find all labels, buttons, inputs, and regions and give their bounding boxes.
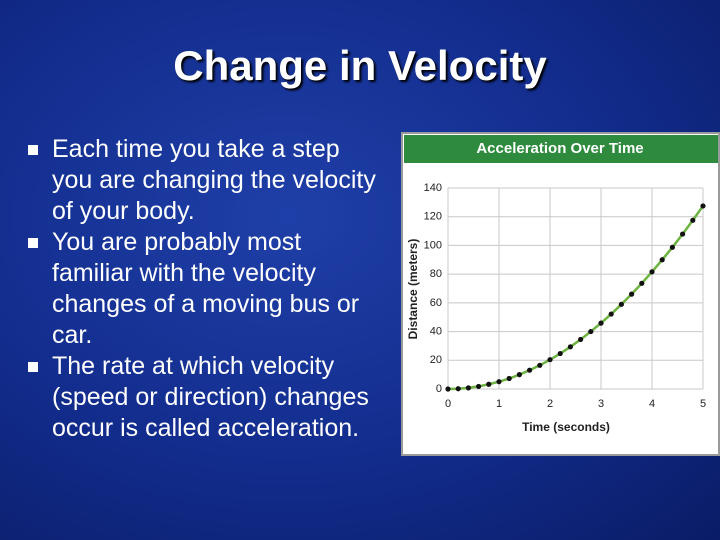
- chart-frame: [401, 132, 720, 456]
- bullet-marker: [28, 238, 38, 248]
- data-point: [516, 372, 523, 378]
- bullet-list: Each time you take a step you are changi…: [26, 134, 386, 444]
- x-tick-label: 0: [445, 398, 451, 410]
- y-tick-label: 0: [436, 383, 442, 395]
- bullet: You are probably most familiar with the …: [26, 227, 386, 351]
- data-point: [455, 386, 461, 392]
- x-tick-label: 4: [649, 398, 655, 410]
- x-tick-label: 3: [598, 398, 604, 410]
- data-point: [659, 257, 665, 263]
- data-point: [557, 350, 563, 357]
- y-tick-label: 120: [424, 211, 442, 223]
- chart-title: Acceleration Over Time: [476, 140, 643, 157]
- y-tick-label: 20: [430, 354, 442, 366]
- data-point: [690, 217, 696, 223]
- y-axis-label: Distance (meters): [406, 239, 420, 340]
- data-point: [496, 379, 502, 385]
- data-point: [598, 320, 604, 326]
- chart-header: [404, 135, 718, 163]
- bullet-text: The rate at which velocity (speed or dir…: [52, 352, 369, 442]
- data-point: [578, 336, 584, 343]
- data-point: [445, 386, 451, 392]
- data-point: [669, 244, 676, 250]
- data-point: [486, 381, 492, 387]
- data-point: [476, 383, 482, 390]
- bullet: Each time you take a step you are changi…: [26, 134, 386, 227]
- data-point: [618, 301, 625, 307]
- bullet: The rate at which velocity (speed or dir…: [26, 351, 386, 444]
- y-tick-label: 140: [424, 182, 442, 194]
- y-tick-label: 100: [424, 239, 442, 251]
- bullet-text: You are probably most familiar with the …: [52, 228, 360, 349]
- data-point: [639, 280, 645, 286]
- bullet-marker: [28, 145, 38, 155]
- bullet-marker: [28, 362, 38, 372]
- y-tick-label: 60: [430, 297, 442, 309]
- data-point: [567, 344, 574, 350]
- x-tick-label: 5: [700, 398, 706, 410]
- data-point: [537, 362, 543, 368]
- data-point: [629, 291, 635, 297]
- slide-title: Change in Velocity: [173, 42, 547, 89]
- data-point: [547, 357, 553, 363]
- data-point: [700, 203, 706, 209]
- bullet-text: Each time you take a step you are changi…: [52, 135, 376, 225]
- y-tick-label: 40: [430, 325, 442, 337]
- data-point: [588, 328, 594, 335]
- x-axis-label: Time (seconds): [522, 420, 610, 434]
- x-tick-label: 1: [496, 398, 502, 410]
- data-point: [649, 269, 655, 275]
- y-tick-label: 80: [430, 268, 442, 280]
- data-point: [527, 367, 533, 373]
- data-point: [608, 311, 614, 317]
- data-point: [465, 385, 471, 391]
- data-point: [506, 375, 512, 382]
- data-point: [680, 231, 686, 237]
- x-tick-label: 2: [547, 398, 553, 410]
